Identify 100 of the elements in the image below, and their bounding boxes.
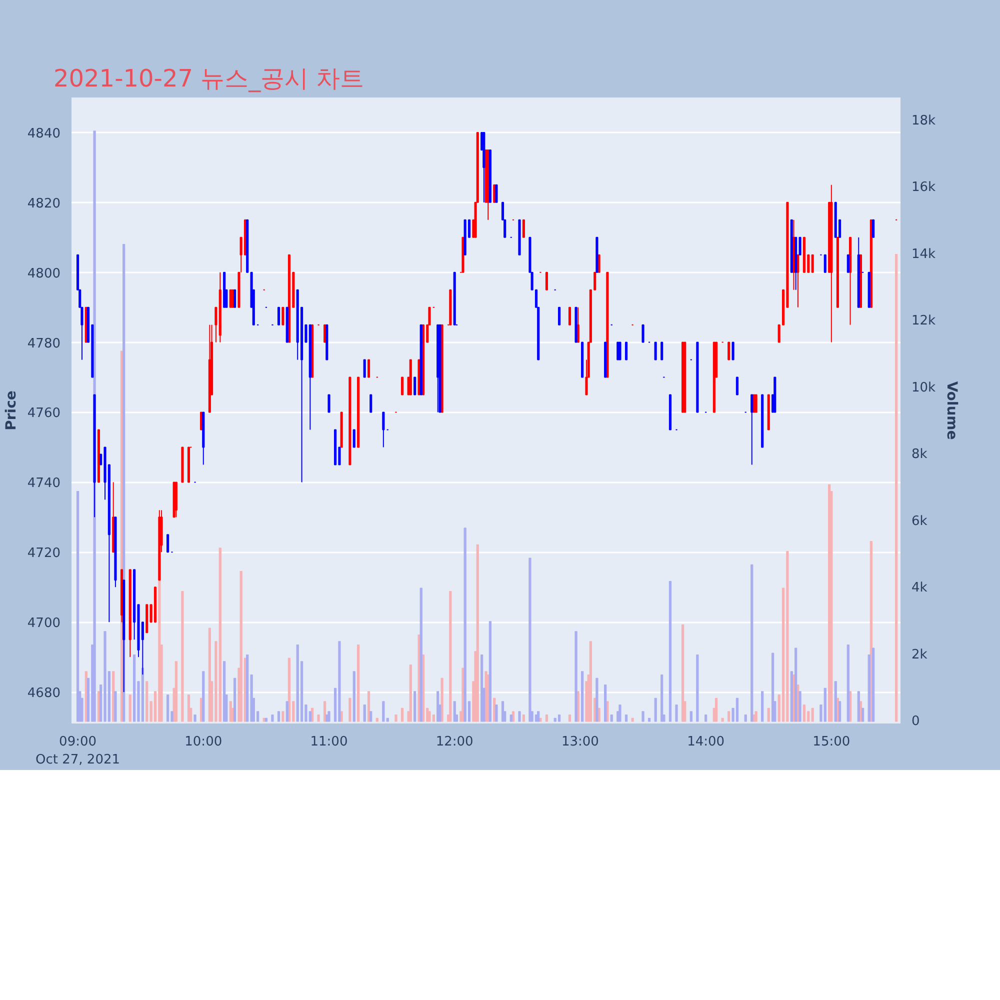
candlestick — [558, 306, 561, 326]
bar — [409, 664, 412, 722]
y-tick-label: 4840 — [27, 126, 61, 142]
candlestick — [660, 342, 664, 360]
bar — [714, 698, 718, 722]
candlestick — [352, 429, 356, 448]
candlestick — [616, 342, 620, 360]
candlestick — [400, 376, 404, 396]
y2-tick-label: 2k — [912, 647, 928, 662]
bar — [218, 548, 222, 722]
bar — [132, 654, 136, 722]
bar — [786, 551, 789, 722]
bar — [610, 714, 613, 722]
bar — [282, 711, 284, 722]
bar — [296, 644, 299, 722]
bar — [872, 648, 875, 722]
bar — [660, 674, 664, 722]
bar — [895, 254, 898, 722]
x-tick-label: 09:00 Oct 27, 2021 — [36, 734, 120, 768]
bar — [624, 714, 628, 722]
bar — [488, 621, 492, 722]
bar — [428, 711, 431, 722]
candlestick — [811, 254, 814, 273]
bar — [440, 678, 444, 722]
y2-tick-label: 8k — [912, 447, 928, 462]
bar — [744, 714, 747, 722]
bar — [352, 671, 356, 722]
bar — [277, 711, 280, 722]
bar — [104, 631, 106, 722]
bar — [596, 678, 598, 722]
candlestick — [367, 359, 370, 378]
bar — [141, 668, 144, 722]
x-tick-label: 15:00 — [812, 734, 850, 750]
bar — [286, 701, 288, 722]
bar — [618, 704, 622, 722]
bar — [574, 631, 578, 722]
candlestick — [493, 184, 496, 203]
bar — [174, 661, 178, 722]
bar — [240, 571, 242, 722]
bar — [146, 681, 148, 722]
y-tick-label: 4740 — [27, 476, 61, 492]
candlestick — [200, 412, 203, 430]
bar — [642, 711, 644, 722]
chart-title: 2021-10-27 뉴스_공시 차트 — [54, 64, 364, 92]
bar — [631, 718, 634, 722]
candlestick — [824, 254, 826, 273]
candlestick — [754, 394, 758, 413]
y2-tick-label: 14k — [912, 246, 936, 262]
bar — [767, 708, 770, 722]
bar — [367, 691, 370, 722]
y2-axis-title: Volume — [944, 381, 960, 440]
bar — [202, 671, 205, 722]
y2-tick-label: 0 — [912, 714, 920, 729]
y-tick-label: 4720 — [27, 546, 61, 562]
bar — [328, 711, 330, 722]
bar — [432, 714, 435, 722]
bar — [233, 678, 236, 722]
bar — [420, 588, 422, 722]
bar — [338, 641, 341, 722]
x-tick-label: 14:00 — [687, 734, 725, 750]
bar — [750, 564, 754, 722]
bar — [363, 704, 366, 722]
candlestick — [598, 254, 600, 273]
bar — [589, 641, 592, 722]
bar — [271, 714, 274, 722]
candlestick — [654, 342, 657, 360]
bar — [834, 681, 837, 722]
candlestick — [414, 376, 416, 396]
bar — [317, 714, 320, 722]
bar — [453, 701, 456, 722]
x-tick-label: 11:00 — [310, 734, 348, 750]
x-tick-label: 13:00 — [561, 734, 599, 750]
bar — [181, 591, 184, 722]
bar — [537, 711, 540, 722]
bar — [846, 644, 850, 722]
bar — [675, 704, 678, 722]
bar — [394, 714, 398, 722]
candlestick — [229, 289, 232, 308]
bar — [824, 688, 826, 722]
y-tick-label: 4780 — [27, 336, 61, 352]
y2-tick-label: 12k — [912, 314, 936, 329]
candlestick — [282, 306, 284, 326]
bar — [554, 718, 556, 722]
candlestick — [214, 306, 218, 343]
candlestick — [495, 184, 498, 203]
bar — [794, 648, 798, 722]
bar — [114, 691, 117, 722]
bar — [370, 711, 372, 722]
candlestick — [545, 272, 548, 290]
candlestick — [234, 289, 236, 308]
bar — [356, 644, 360, 722]
bar — [246, 654, 249, 722]
bar — [376, 718, 378, 722]
candlestick — [732, 342, 734, 360]
bar — [761, 691, 764, 722]
bar — [166, 694, 170, 722]
bar — [194, 714, 196, 722]
bar — [681, 624, 684, 722]
candlestick — [728, 342, 730, 360]
candlestick — [382, 412, 385, 448]
